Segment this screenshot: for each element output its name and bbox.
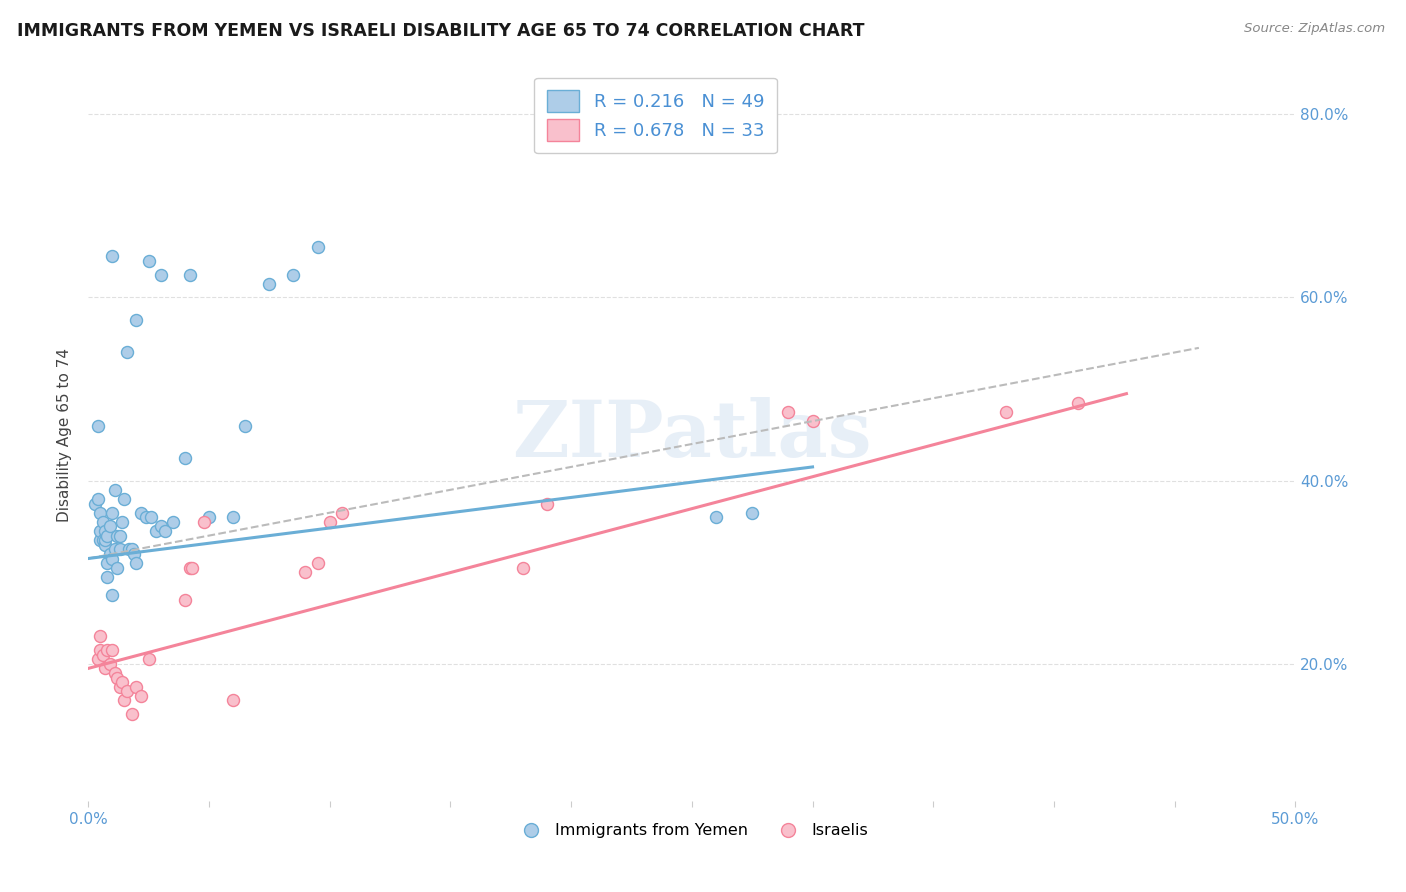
Point <box>778 405 800 419</box>
Point <box>121 707 143 722</box>
Point <box>105 560 128 574</box>
Point <box>125 313 148 327</box>
Point <box>179 560 201 574</box>
Point <box>96 528 118 542</box>
Point <box>138 253 160 268</box>
Point <box>91 533 114 548</box>
Point <box>108 680 131 694</box>
Point <box>125 680 148 694</box>
Point <box>741 506 763 520</box>
Point <box>536 497 558 511</box>
Point <box>139 510 162 524</box>
Point <box>94 661 117 675</box>
Point <box>1067 396 1090 410</box>
Point <box>91 648 114 662</box>
Point <box>101 588 124 602</box>
Point <box>115 345 138 359</box>
Point <box>94 524 117 538</box>
Point <box>101 249 124 263</box>
Point <box>89 524 111 538</box>
Point <box>96 556 118 570</box>
Point <box>94 538 117 552</box>
Point <box>512 560 534 574</box>
Point <box>149 268 172 282</box>
Point <box>318 515 340 529</box>
Point <box>994 405 1017 419</box>
Point <box>155 524 177 538</box>
Point <box>198 510 221 524</box>
Point <box>84 497 107 511</box>
Text: ZIPatlas: ZIPatlas <box>512 397 872 473</box>
Point <box>94 533 117 548</box>
Point <box>96 570 118 584</box>
Point <box>105 671 128 685</box>
Point <box>283 268 305 282</box>
Point <box>135 510 157 524</box>
Point <box>89 533 111 548</box>
Point <box>330 506 353 520</box>
Point <box>129 689 152 703</box>
Point <box>105 528 128 542</box>
Point <box>179 268 201 282</box>
Text: IMMIGRANTS FROM YEMEN VS ISRAELI DISABILITY AGE 65 TO 74 CORRELATION CHART: IMMIGRANTS FROM YEMEN VS ISRAELI DISABIL… <box>17 22 865 40</box>
Point <box>87 652 110 666</box>
Y-axis label: Disability Age 65 to 74: Disability Age 65 to 74 <box>58 348 72 522</box>
Point <box>98 657 121 671</box>
Point <box>181 560 204 574</box>
Point <box>173 592 195 607</box>
Point <box>104 483 127 497</box>
Point <box>222 693 245 707</box>
Point <box>307 556 329 570</box>
Point <box>108 542 131 557</box>
Point <box>233 418 256 433</box>
Point <box>801 414 824 428</box>
Point <box>115 684 138 698</box>
Point <box>101 643 124 657</box>
Point <box>89 506 111 520</box>
Point <box>89 629 111 643</box>
Point <box>112 491 135 506</box>
Point <box>138 652 160 666</box>
Point <box>96 643 118 657</box>
Point <box>87 491 110 506</box>
Point <box>149 519 172 533</box>
Point <box>104 542 127 557</box>
Point <box>704 510 727 524</box>
Point <box>101 506 124 520</box>
Point <box>129 506 152 520</box>
Point <box>193 515 215 529</box>
Point <box>145 524 167 538</box>
Point <box>121 542 143 557</box>
Point <box>294 566 316 580</box>
Point <box>112 693 135 707</box>
Point <box>91 515 114 529</box>
Point <box>125 556 148 570</box>
Point <box>222 510 245 524</box>
Point <box>98 547 121 561</box>
Point <box>108 528 131 542</box>
Point <box>162 515 184 529</box>
Point <box>111 675 134 690</box>
Point <box>87 418 110 433</box>
Point <box>257 277 280 291</box>
Point <box>173 450 195 465</box>
Point <box>111 515 134 529</box>
Point <box>89 643 111 657</box>
Point <box>122 547 145 561</box>
Legend: Immigrants from Yemen, Israelis: Immigrants from Yemen, Israelis <box>509 817 875 845</box>
Point <box>104 665 127 680</box>
Point <box>307 240 329 254</box>
Point <box>98 519 121 533</box>
Text: Source: ZipAtlas.com: Source: ZipAtlas.com <box>1244 22 1385 36</box>
Point <box>118 542 141 557</box>
Point <box>101 551 124 566</box>
